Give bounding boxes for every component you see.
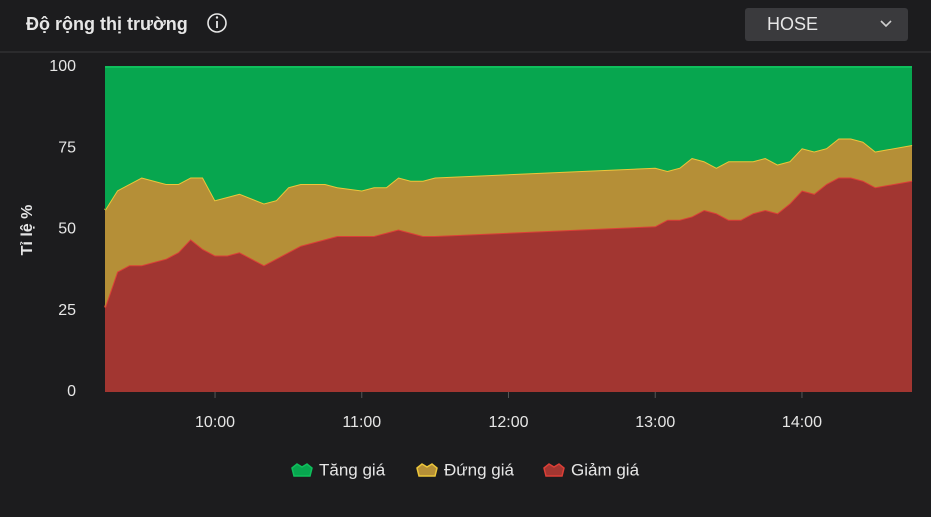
x-tick-label: 13:00 [635,414,675,431]
plot: 0 25 50 75 100 10:00 11:00 12:00 13:00 14:00 [49,58,913,431]
x-tick-label: 14:00 [782,414,822,431]
x-tick-label: 11:00 [342,414,381,431]
x-tick-label: 10:00 [195,414,235,431]
y-tick-label: 25 [58,302,76,319]
legend-label: Đứng giá [444,460,515,479]
legend-label: Tăng giá [319,460,386,479]
y-tick-label: 75 [58,139,76,156]
legend-marker [291,463,313,477]
widget-title: Độ rộng thị trường [26,14,188,34]
legend-item: Tăng giá [291,460,386,479]
info-icon[interactable] [207,13,227,33]
area [105,138,912,308]
y-tick-label: 0 [67,383,76,400]
legend-label: Giảm giá [571,460,640,479]
dropdown-value: HOSE [767,14,818,34]
area [105,177,912,392]
legend-marker [543,463,565,477]
legend-item: Giảm giá [543,460,640,479]
x-tick-label: 12:00 [488,414,528,431]
exchange-dropdown[interactable]: HOSE [745,8,908,41]
y-tick-label: 50 [58,221,76,238]
y-axis-title: Tỉ lệ % [19,205,36,256]
legend-item: Đứng giá [416,460,515,479]
area [105,67,912,210]
y-tick-label: 100 [49,58,76,75]
legend-marker [416,463,438,477]
